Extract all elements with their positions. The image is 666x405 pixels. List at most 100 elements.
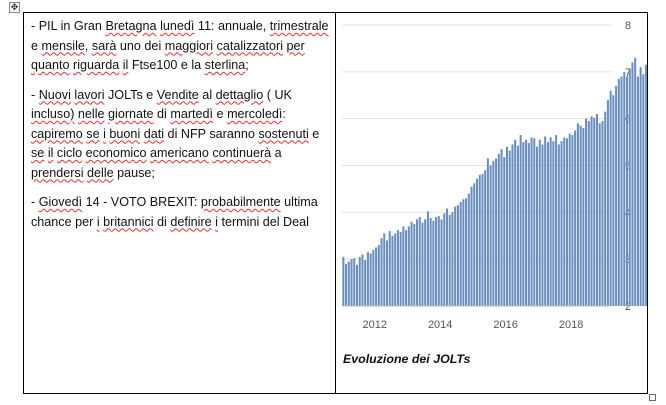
bar [407, 226, 410, 306]
bar [364, 260, 367, 306]
document-table: - PIL in Gran Bretagna lunedì 11: annual… [23, 12, 648, 394]
bar [481, 173, 484, 306]
bar [492, 160, 495, 306]
bar [533, 138, 536, 306]
bar [478, 174, 481, 306]
bar [628, 69, 631, 306]
bar [522, 142, 525, 306]
bar [585, 118, 588, 307]
y-tick-label: 5 [625, 161, 631, 173]
bar [451, 212, 454, 306]
bar [579, 125, 582, 306]
bar [617, 78, 620, 306]
bar [405, 230, 408, 306]
bar [555, 135, 558, 306]
bar [473, 183, 476, 306]
bar [372, 249, 375, 306]
table-resize-handle[interactable] [649, 394, 656, 401]
bar [623, 71, 626, 306]
bar [587, 121, 590, 306]
bar [475, 178, 479, 306]
bar [500, 149, 503, 306]
bar [388, 231, 391, 306]
bar [470, 186, 473, 306]
text-cell[interactable]: - PIL in Gran Bretagna lunedì 11: annual… [23, 12, 336, 394]
bar [399, 232, 402, 306]
bar [631, 62, 634, 306]
x-tick-label: 2014 [428, 319, 452, 331]
bar [634, 57, 637, 307]
bar [568, 133, 571, 306]
bar [366, 252, 369, 306]
paragraph-jolts: - Nuovi lavori JOLTs e Vendite al dettag… [31, 87, 320, 180]
y-tick-label: 6 [625, 114, 631, 126]
paragraph-brexit: - Giovedì 14 - VOTO BREXIT: probabilment… [31, 195, 318, 229]
bar [563, 137, 566, 306]
y-tick-label: 7 [625, 67, 631, 79]
bar [615, 85, 618, 306]
bar [497, 153, 500, 306]
bar [350, 259, 353, 306]
bar [516, 145, 519, 306]
bar [549, 137, 552, 306]
bar [424, 219, 427, 306]
bar [489, 165, 492, 306]
bar [402, 226, 405, 306]
bar [342, 256, 345, 306]
bar [355, 264, 359, 306]
bar [560, 141, 563, 306]
bar [642, 74, 645, 306]
text-cell-content: - PIL in Gran Bretagna lunedì 11: annual… [24, 13, 335, 232]
bar [361, 254, 364, 306]
bar [612, 95, 615, 306]
y-tick-label: 4 [625, 207, 631, 219]
bar [465, 198, 468, 306]
bar [375, 247, 378, 306]
bar [415, 219, 419, 306]
bar [574, 130, 577, 306]
bar [435, 217, 438, 306]
bar [413, 224, 416, 306]
bar [636, 76, 639, 306]
bar [377, 245, 380, 306]
table-move-handle[interactable]: ✥ [9, 2, 20, 13]
y-tick-label: 8 [625, 20, 631, 32]
bar [448, 214, 451, 306]
bar [544, 136, 547, 306]
bar [535, 146, 539, 306]
bar [353, 258, 356, 306]
bar [380, 238, 383, 306]
bar [437, 216, 440, 306]
bar [429, 217, 432, 306]
bar [503, 157, 506, 306]
bar [582, 128, 585, 306]
bar [552, 141, 555, 306]
bar [383, 233, 386, 306]
bar [421, 222, 424, 306]
bar [595, 113, 599, 306]
bar [418, 217, 421, 306]
bar [396, 230, 399, 306]
bar [571, 135, 574, 306]
bar [530, 137, 533, 306]
bar [445, 208, 449, 306]
x-tick-label: 2012 [362, 319, 386, 331]
bar [620, 76, 623, 306]
bar [484, 170, 487, 306]
bar [601, 121, 604, 306]
bar [511, 144, 514, 306]
bar [432, 220, 435, 306]
bar [369, 253, 372, 306]
bar [347, 261, 350, 306]
jolts-bar-chart: 2 3 4 5 6 7 8 2012 2014 2016 2018 [342, 20, 648, 331]
bar [505, 146, 509, 306]
x-tick-label: 2016 [493, 319, 517, 331]
chart-cell[interactable]: 2 3 4 5 6 7 8 2012 2014 2016 2018 Evoluzione dei J… [335, 12, 648, 394]
bar [508, 150, 511, 306]
bar [519, 135, 522, 306]
bar [426, 211, 429, 306]
bar [639, 67, 642, 307]
bar [467, 193, 470, 306]
bar [443, 213, 446, 306]
bar [546, 142, 549, 306]
